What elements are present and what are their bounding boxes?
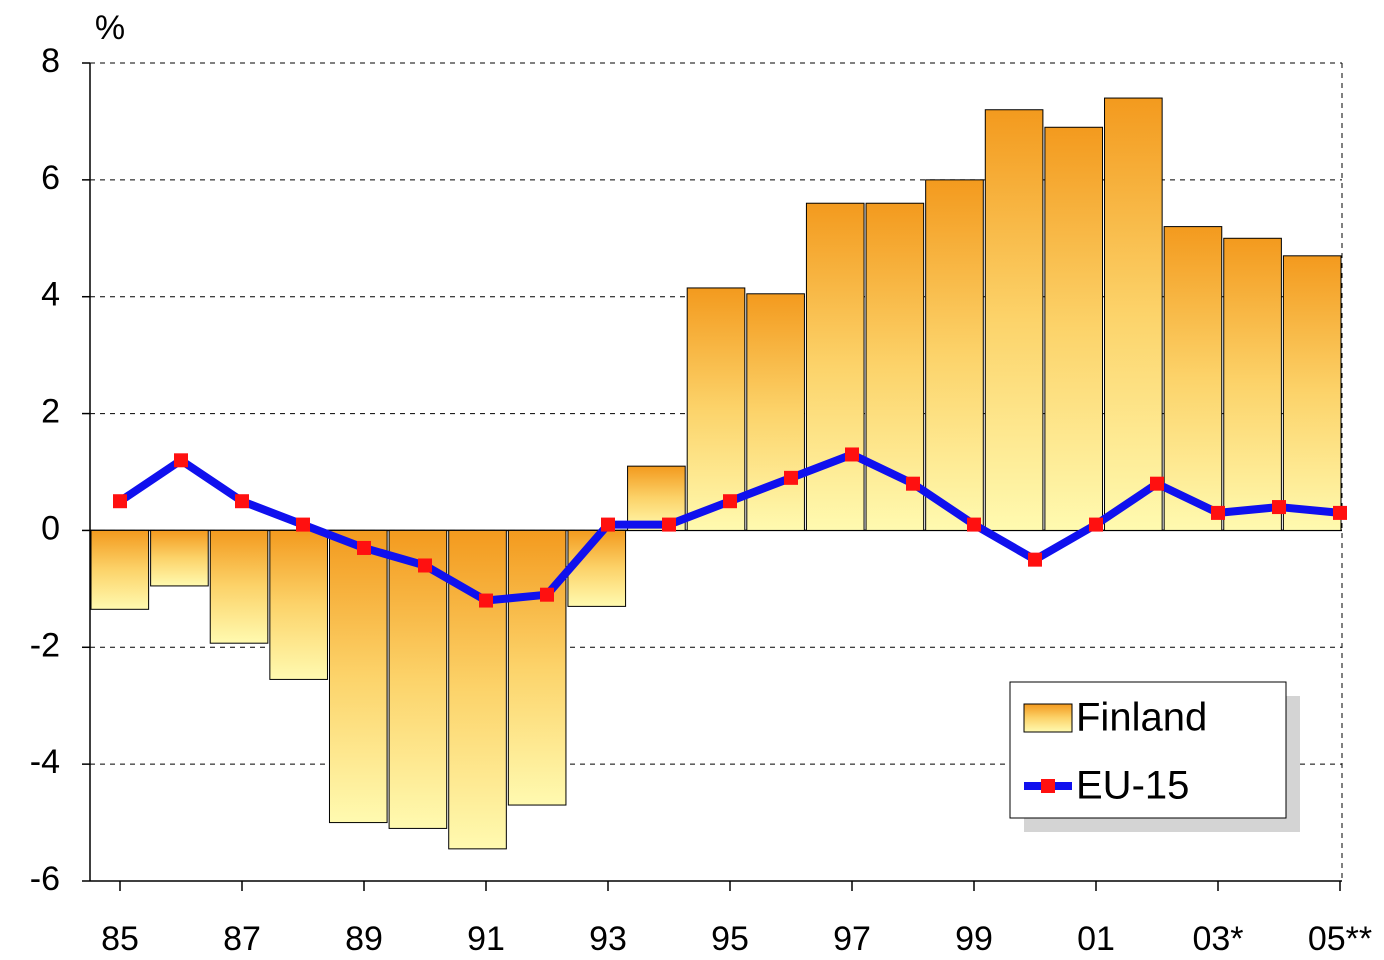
marker [601, 517, 615, 532]
y-tick-label: 6 [41, 159, 60, 197]
x-tick-label: 97 [833, 920, 871, 958]
legend-marker [1041, 779, 1055, 793]
bar [805, 202, 865, 531]
marker [113, 494, 127, 509]
x-tick-label: 89 [345, 920, 383, 958]
legend-label: Finland [1076, 696, 1207, 740]
marker [1028, 552, 1042, 567]
legend-swatch [1023, 703, 1073, 733]
marker [296, 517, 310, 532]
bar [1223, 237, 1282, 531]
y-tick-label: 2 [41, 393, 60, 431]
y-tick-label: -4 [30, 743, 60, 781]
marker [1150, 476, 1164, 491]
marker [1089, 517, 1103, 532]
bar [388, 529, 448, 829]
x-tick-label: 85 [101, 920, 139, 958]
bar [507, 529, 567, 806]
bar [448, 529, 507, 850]
marker [540, 587, 554, 602]
marker [174, 453, 188, 468]
marker [235, 494, 249, 509]
y-tick-label: -6 [30, 860, 60, 898]
bar [209, 529, 269, 644]
marker [1272, 500, 1286, 515]
marker [906, 476, 920, 491]
bar [1282, 255, 1342, 531]
x-tick-label: 91 [467, 920, 505, 958]
marker [784, 470, 798, 485]
bar [90, 529, 150, 610]
marker [1333, 505, 1347, 520]
bar [150, 529, 209, 587]
marker [418, 558, 432, 573]
bar [1044, 126, 1104, 531]
marker [723, 494, 737, 509]
bar [269, 529, 328, 680]
marker [479, 593, 493, 608]
bar [1163, 226, 1223, 531]
x-tick-label: 03* [1192, 920, 1243, 958]
x-tick-label: 95 [711, 920, 749, 958]
y-tick-label: -2 [30, 626, 60, 664]
bar [686, 287, 746, 531]
y-axis-label: % [95, 9, 125, 47]
x-tick-label: 87 [223, 920, 261, 958]
bar [925, 179, 984, 531]
x-tick-label: 01 [1077, 920, 1115, 958]
legend-label: EU-15 [1076, 764, 1189, 808]
marker [967, 517, 981, 532]
marker [845, 447, 859, 462]
y-tick-label: 8 [41, 42, 60, 80]
marker [1211, 505, 1225, 520]
x-tick-label: 05** [1308, 920, 1372, 958]
marker [662, 517, 676, 532]
bar [328, 529, 388, 824]
y-tick-label: 0 [41, 509, 60, 547]
marker [357, 540, 371, 555]
x-tick-label: 93 [589, 920, 627, 958]
y-tick-label: 4 [41, 276, 60, 314]
x-tick-label: 99 [955, 920, 993, 958]
bar [1104, 97, 1163, 531]
bar [984, 109, 1044, 531]
